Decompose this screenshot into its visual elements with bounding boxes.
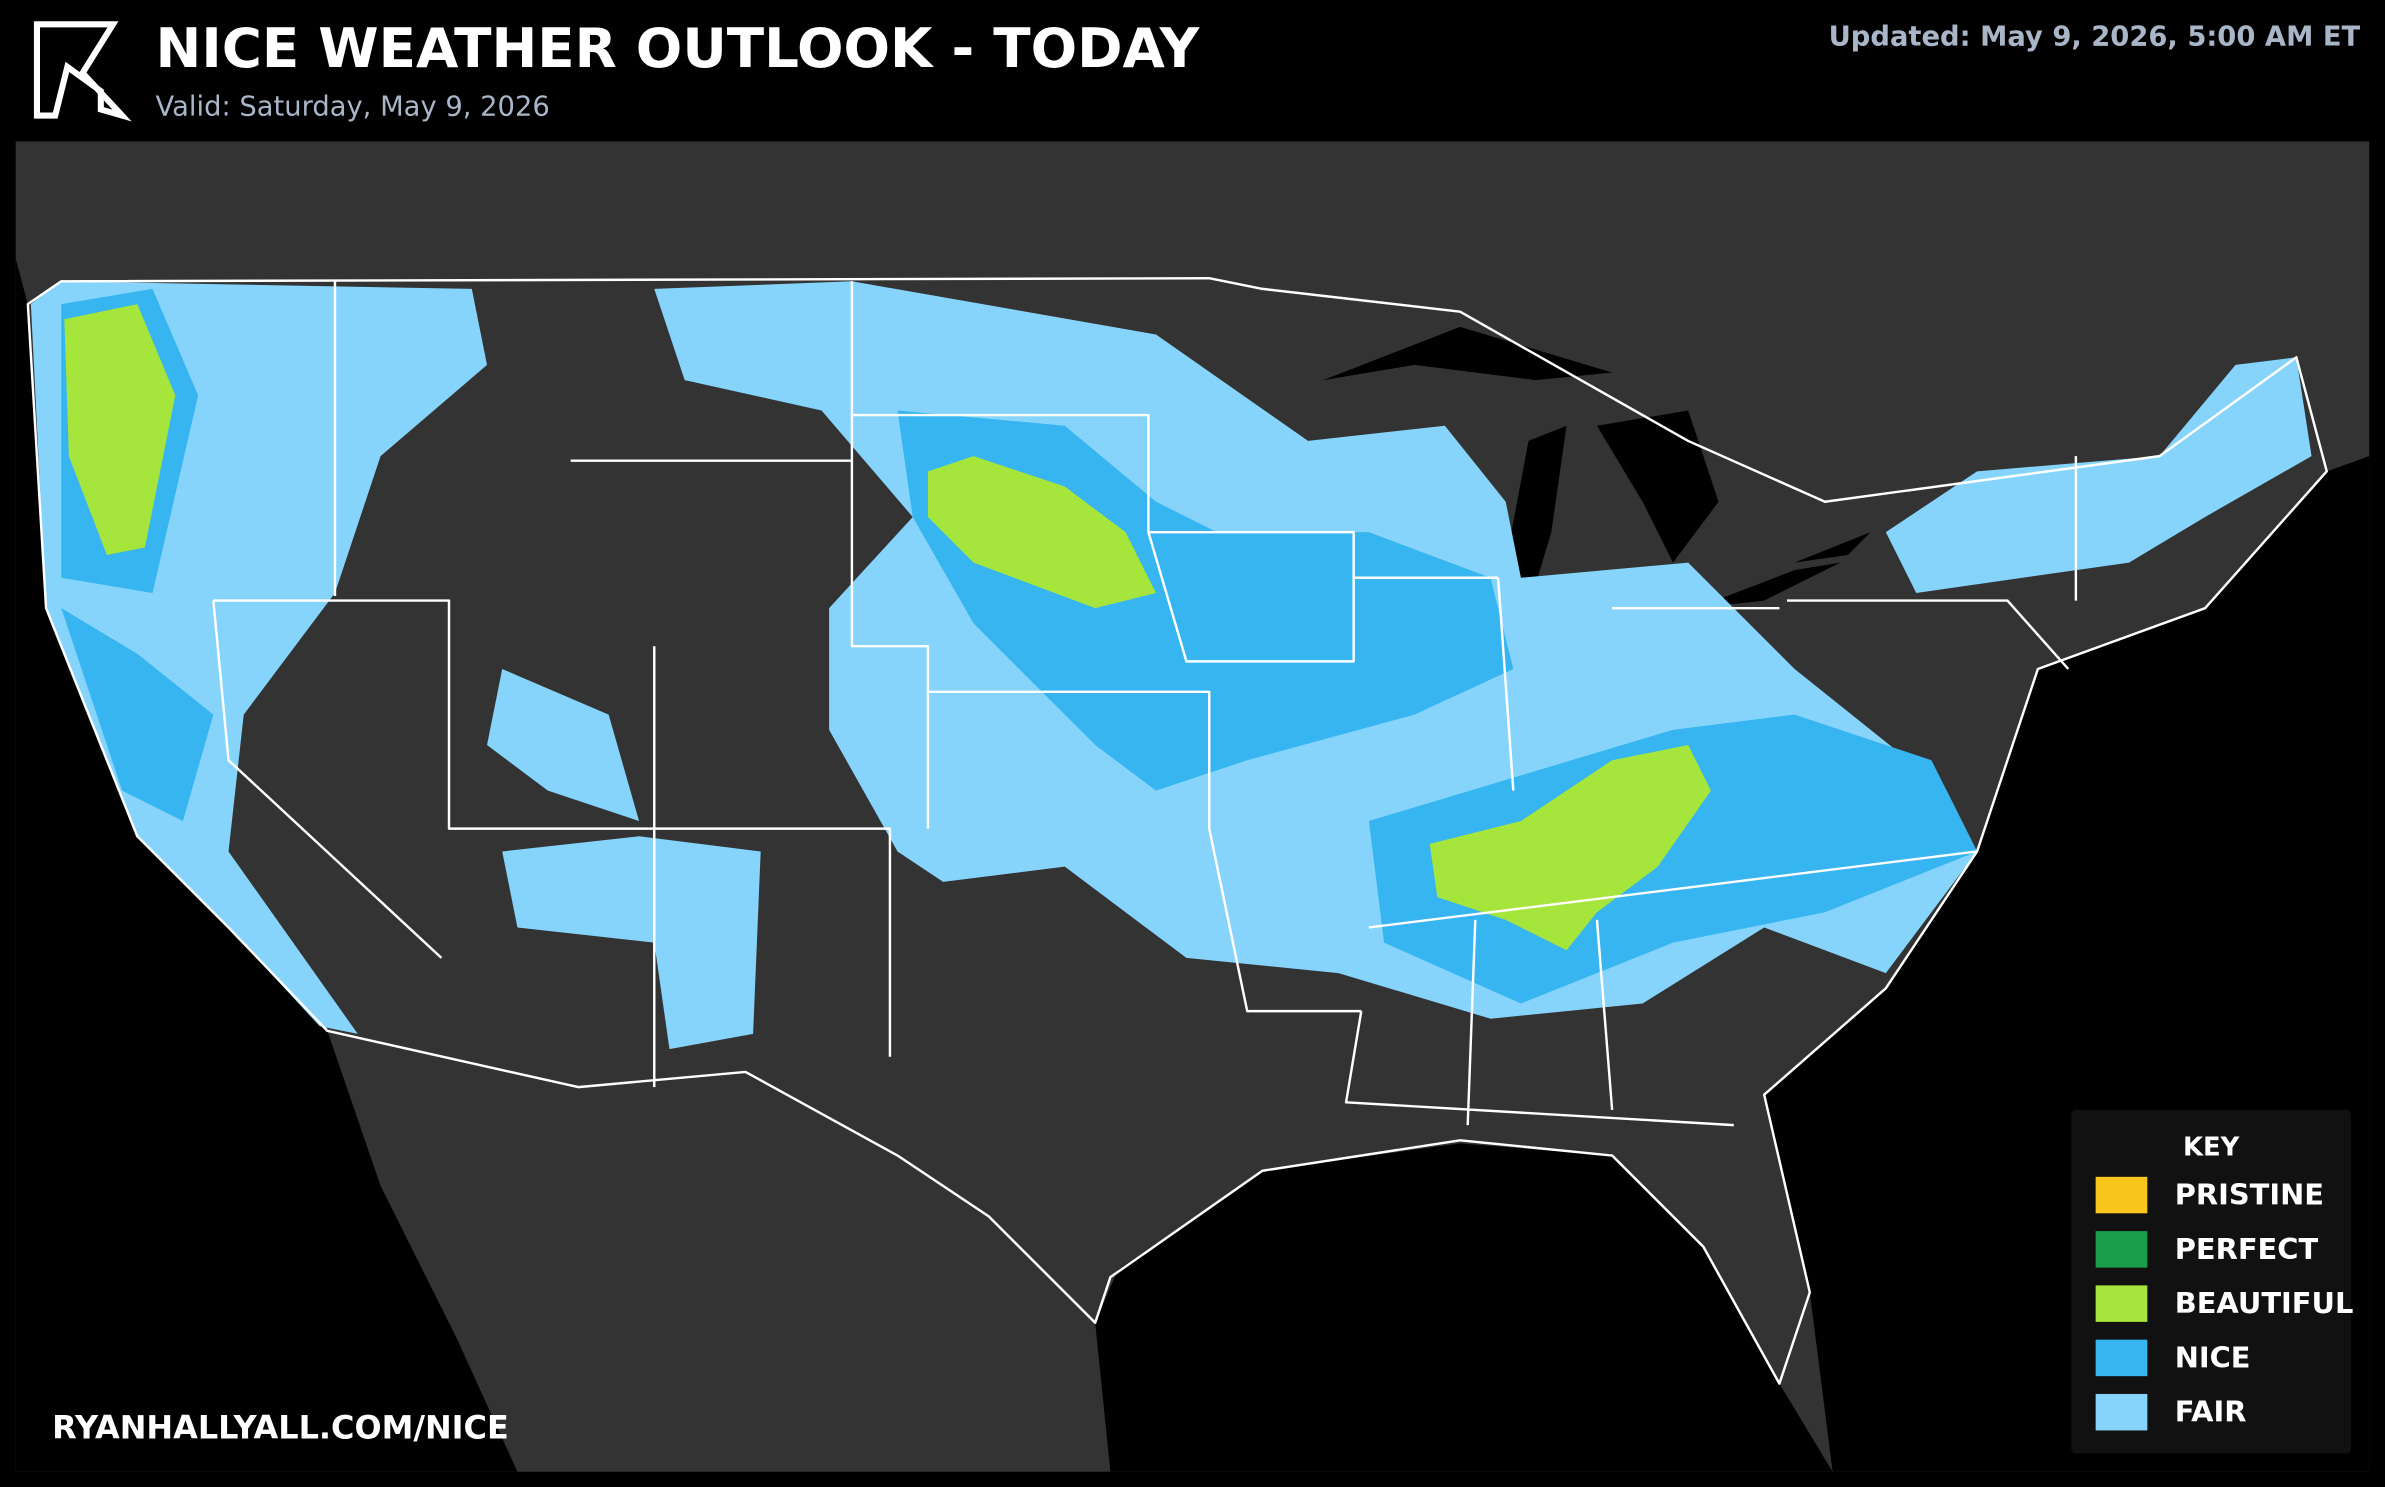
legend-swatch [2095, 1176, 2148, 1214]
logo [33, 21, 132, 122]
weather-area [64, 304, 176, 555]
borders [26, 277, 2328, 1385]
legend: KEY PRISTINE PERFECT BEAUTIFUL NICE FAIR [2071, 1109, 2354, 1454]
map [15, 141, 2370, 1472]
title: NICE WEATHER OUTLOOK - TODAY [156, 16, 1201, 80]
weather-area [927, 456, 1157, 609]
weather-area [1368, 714, 1978, 1004]
gulf [1095, 1143, 1833, 1472]
pacific [15, 258, 518, 1472]
legend-swatch [2095, 1339, 2148, 1377]
legend-label: FAIR [2175, 1395, 2247, 1429]
valid-date: Valid: Saturday, May 9, 2026 [156, 92, 550, 123]
legend-label: NICE [2175, 1340, 2251, 1374]
legend-label: PRISTINE [2175, 1178, 2324, 1212]
weather-area [1429, 745, 1711, 951]
legend-swatch [2095, 1231, 2148, 1268]
legend-title: KEY [2183, 1133, 2240, 1163]
updated-time: Updated: May 9, 2026, 5:00 AM ET [1829, 22, 2361, 53]
legend-swatch [2095, 1393, 2148, 1431]
weather-area [502, 836, 761, 1050]
footer-url: RYANHALLYALL.COM/NICE [52, 1408, 509, 1446]
legend-swatch [2095, 1285, 2148, 1322]
weather-area [1885, 357, 2312, 593]
legend-label: BEAUTIFUL [2175, 1286, 2354, 1320]
weather-area [487, 668, 640, 822]
weather-area [61, 608, 214, 822]
weather-areas [30, 281, 2312, 1050]
great-lakes [1323, 326, 1871, 609]
legend-label: PERFECT [2175, 1232, 2319, 1266]
